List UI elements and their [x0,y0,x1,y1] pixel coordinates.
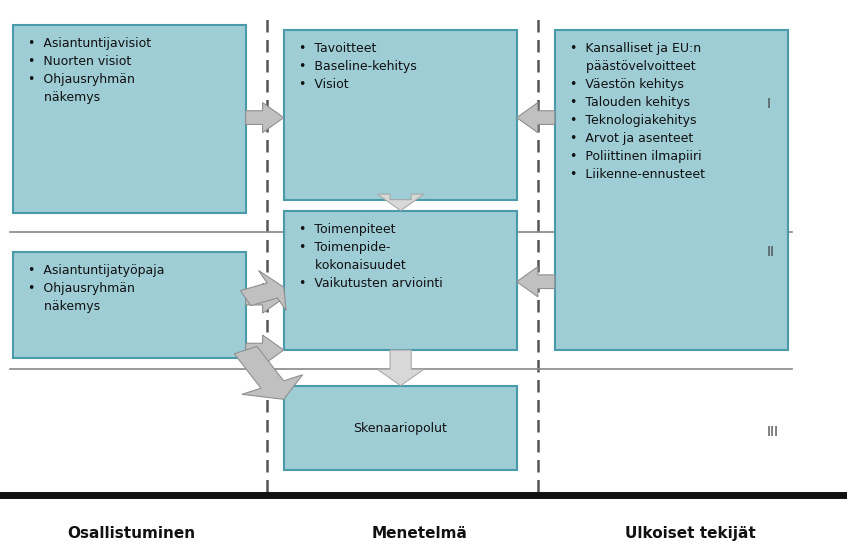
Polygon shape [241,270,286,311]
Polygon shape [246,283,284,313]
Polygon shape [378,194,424,211]
Polygon shape [235,346,302,399]
Polygon shape [246,103,284,132]
Text: •  Tavoitteet
•  Baseline-kehitys
•  Visiot: • Tavoitteet • Baseline-kehitys • Visiot [299,42,417,91]
Polygon shape [517,267,555,296]
Text: Menetelmä: Menetelmä [371,526,468,541]
Polygon shape [246,335,284,365]
Text: •  Asiantuntijavisiot
•  Nuorten visiot
•  Ohjausryhmän
    näkemys: • Asiantuntijavisiot • Nuorten visiot • … [28,37,151,103]
FancyBboxPatch shape [284,211,517,350]
FancyBboxPatch shape [555,30,788,350]
Text: II: II [767,245,774,259]
Text: •  Kansalliset ja EU:n
    päästövelvoitteet
•  Väestön kehitys
•  Talouden kehi: • Kansalliset ja EU:n päästövelvoitteet … [570,42,705,181]
Polygon shape [378,350,424,386]
Text: •  Asiantuntijatyöpaja
•  Ohjausryhmän
    näkemys: • Asiantuntijatyöpaja • Ohjausryhmän näk… [28,264,164,313]
Text: I: I [767,97,771,111]
Polygon shape [517,103,555,132]
FancyBboxPatch shape [13,252,246,358]
FancyBboxPatch shape [284,30,517,200]
FancyBboxPatch shape [284,386,517,470]
Text: Osallistuminen: Osallistuminen [67,526,196,541]
Text: •  Toimenpiteet
•  Toimenpide-
    kokonaisuudet
•  Vaikutusten arviointi: • Toimenpiteet • Toimenpide- kokonaisuud… [299,223,443,289]
FancyBboxPatch shape [13,25,246,213]
Text: Skenaariopolut: Skenaariopolut [353,422,447,434]
Text: Ulkoiset tekijät: Ulkoiset tekijät [625,526,756,541]
Text: III: III [767,425,778,439]
